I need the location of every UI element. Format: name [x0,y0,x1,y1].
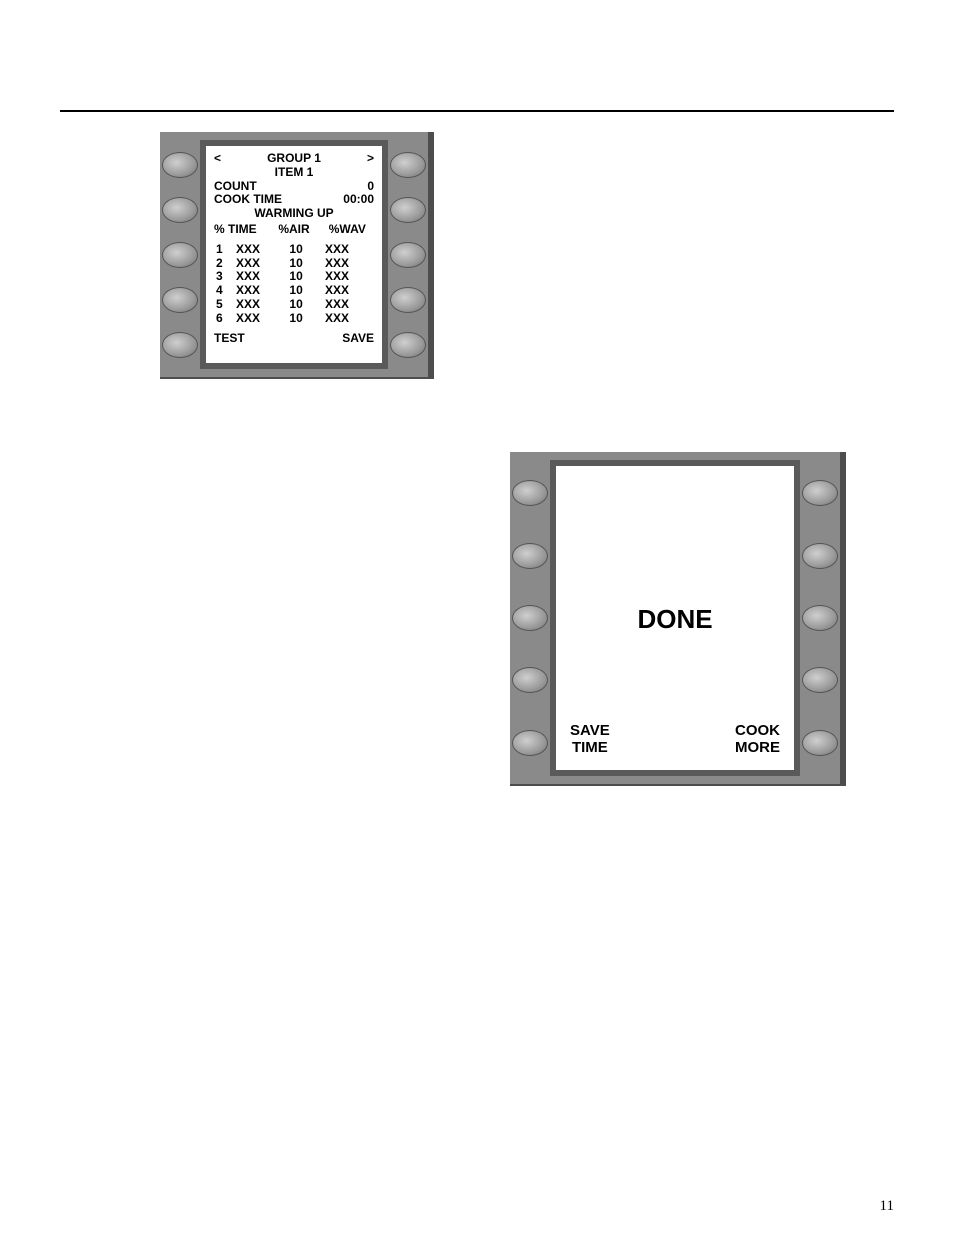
save-time-label[interactable]: SAVE TIME [570,723,610,756]
bottom-soft-labels: TEST SAVE [214,332,374,346]
soft-key-R3[interactable] [390,242,426,268]
screen-frame: DONE SAVE TIME COOK MORE [550,460,800,776]
event-air: 10 [283,270,321,284]
col-air: %AIR [267,223,320,237]
event-row: 4XXX10XXX [214,284,374,298]
column-headers: % TIME %AIR %WAV [214,223,374,237]
save-label[interactable]: SAVE [342,332,374,346]
status-line: WARMING UP [214,207,374,221]
page-number: 11 [880,1198,894,1215]
save-time-l1: SAVE [570,722,610,739]
page: < GROUP 1 > ITEM 1 COUNT 0 COOK TIME 00:… [0,0,954,1235]
soft-key-L3[interactable] [512,605,548,631]
col-time: % TIME [214,223,267,237]
group-title: GROUP 1 [267,152,321,166]
cook-time-row: COOK TIME 00:00 [214,193,374,207]
cook-more-l2: MORE [735,739,780,756]
soft-key-L4[interactable] [162,287,198,313]
next-arrow-icon[interactable]: > [367,152,374,166]
event-air: 10 [283,298,321,312]
right-panel: DONE SAVE TIME COOK MORE [510,452,846,786]
screen-frame: < GROUP 1 > ITEM 1 COUNT 0 COOK TIME 00:… [200,140,388,369]
done-text: DONE [637,605,712,635]
event-wav: XXX [321,243,374,257]
soft-key-R5[interactable] [802,730,838,756]
right-button-column [800,452,840,784]
keypad-panel-right: DONE SAVE TIME COOK MORE [510,452,846,786]
right-screen: DONE SAVE TIME COOK MORE [556,466,794,770]
soft-key-L5[interactable] [162,332,198,358]
soft-key-L2[interactable] [162,197,198,223]
left-button-column [510,452,550,784]
bottom-soft-labels: SAVE TIME COOK MORE [570,723,780,756]
right-button-column [388,132,428,377]
save-time-l2: TIME [572,739,608,756]
event-wav: XXX [321,270,374,284]
cook-time-label: COOK TIME [214,193,282,207]
left-panel: < GROUP 1 > ITEM 1 COUNT 0 COOK TIME 00:… [160,132,434,379]
events-table: 1XXX10XXX2XXX10XXX3XXX10XXX4XXX10XXX5XXX… [214,243,374,326]
event-index: 4 [214,284,234,298]
event-index: 5 [214,298,234,312]
event-air: 10 [283,312,321,326]
count-label: COUNT [214,180,257,194]
event-wav: XXX [321,257,374,271]
event-time: XXX [234,243,283,257]
event-row: 3XXX10XXX [214,270,374,284]
soft-key-L4[interactable] [512,667,548,693]
event-air: 10 [283,243,321,257]
event-row: 5XXX10XXX [214,298,374,312]
count-row: COUNT 0 [214,180,374,194]
event-wav: XXX [321,284,374,298]
event-time: XXX [234,257,283,271]
event-index: 6 [214,312,234,326]
soft-key-L2[interactable] [512,543,548,569]
soft-key-R2[interactable] [802,543,838,569]
soft-key-R4[interactable] [390,287,426,313]
left-button-column [160,132,200,377]
soft-key-R5[interactable] [390,332,426,358]
event-air: 10 [283,257,321,271]
event-index: 3 [214,270,234,284]
count-value: 0 [367,180,374,194]
event-wav: XXX [321,312,374,326]
soft-key-R1[interactable] [802,480,838,506]
soft-key-L3[interactable] [162,242,198,268]
soft-key-L5[interactable] [512,730,548,756]
soft-key-L1[interactable] [512,480,548,506]
event-index: 2 [214,257,234,271]
event-row: 6XXX10XXX [214,312,374,326]
left-screen: < GROUP 1 > ITEM 1 COUNT 0 COOK TIME 00:… [206,146,382,363]
event-time: XXX [234,270,283,284]
event-time: XXX [234,312,283,326]
event-time: XXX [234,284,283,298]
event-row: 1XXX10XXX [214,243,374,257]
cook-time-value: 00:00 [343,193,374,207]
cook-more-label[interactable]: COOK MORE [735,723,780,756]
prev-arrow-icon[interactable]: < [214,152,221,166]
event-wav: XXX [321,298,374,312]
soft-key-L1[interactable] [162,152,198,178]
cook-more-l1: COOK [735,722,780,739]
event-air: 10 [283,284,321,298]
soft-key-R4[interactable] [802,667,838,693]
col-wav: %WAV [321,223,374,237]
group-header: < GROUP 1 > [214,152,374,166]
test-label[interactable]: TEST [214,332,245,346]
soft-key-R2[interactable] [390,197,426,223]
event-row: 2XXX10XXX [214,257,374,271]
soft-key-R1[interactable] [390,152,426,178]
keypad-panel-left: < GROUP 1 > ITEM 1 COUNT 0 COOK TIME 00:… [160,132,434,379]
top-divider [60,110,894,112]
event-index: 1 [214,243,234,257]
soft-key-R3[interactable] [802,605,838,631]
done-area: DONE [570,476,780,723]
event-time: XXX [234,298,283,312]
item-subtitle: ITEM 1 [214,166,374,180]
